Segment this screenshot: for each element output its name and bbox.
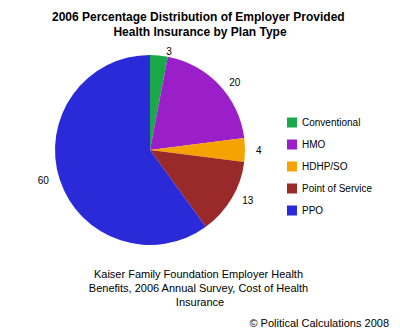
svg-text:Benefits, 2006 Annual Survey,: Benefits, 2006 Annual Survey, Cost of He… bbox=[89, 282, 311, 294]
svg-text:13: 13 bbox=[242, 195, 254, 206]
svg-text:HMO: HMO bbox=[302, 139, 326, 150]
svg-text:© Political Calculations 2008: © Political Calculations 2008 bbox=[249, 317, 389, 329]
svg-text:60: 60 bbox=[38, 175, 50, 186]
svg-text:PPO: PPO bbox=[302, 205, 323, 216]
svg-text:Insurance: Insurance bbox=[176, 296, 224, 308]
svg-text:2006 Percentage Distribution o: 2006 Percentage Distribution of Employer… bbox=[52, 10, 348, 24]
svg-text:Point of Service: Point of Service bbox=[302, 183, 372, 194]
svg-text:HDHP/SO: HDHP/SO bbox=[302, 161, 348, 172]
svg-text:20: 20 bbox=[229, 77, 241, 88]
svg-text:Health Insurance by Plan Type: Health Insurance by Plan Type bbox=[113, 25, 286, 39]
svg-text:Kaiser Family Foundation Emplo: Kaiser Family Foundation Employer Health bbox=[94, 268, 306, 280]
svg-text:Conventional: Conventional bbox=[302, 117, 360, 128]
svg-text:4: 4 bbox=[256, 145, 262, 156]
svg-text:3: 3 bbox=[166, 46, 172, 57]
